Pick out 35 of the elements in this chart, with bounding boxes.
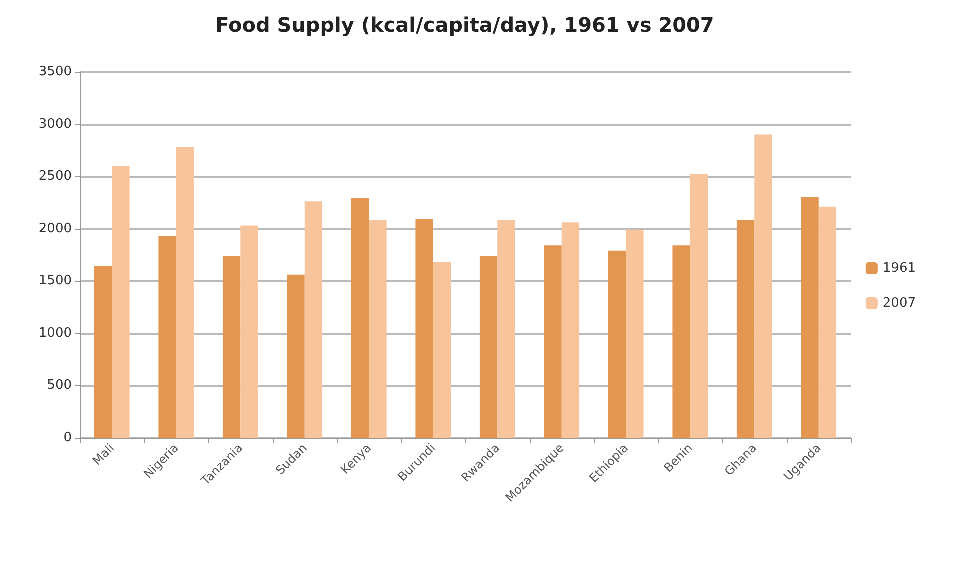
y-tick-label: 1000 [38, 326, 72, 341]
y-tick-label: 2500 [38, 169, 72, 184]
bar [416, 219, 434, 438]
bar [369, 220, 387, 438]
bar [498, 220, 516, 438]
bar [754, 134, 772, 438]
bar [287, 274, 305, 438]
legend-label: 2007 [882, 296, 916, 311]
y-tick-label: 0 [64, 430, 72, 446]
bar [736, 220, 755, 438]
bar [112, 166, 130, 438]
bar [433, 262, 452, 438]
chart-title: Food Supply (kcal/capita/day), 1961 vs 2007 [216, 13, 714, 37]
bar [818, 206, 837, 438]
legend-label: 1961 [882, 261, 916, 276]
bar [240, 226, 258, 438]
bar [176, 147, 194, 438]
bar [562, 222, 580, 438]
y-tick-label: 1500 [38, 274, 72, 289]
y-tick-label: 500 [47, 378, 72, 394]
bar [801, 197, 819, 438]
bar [351, 198, 370, 438]
y-tick-label: 2000 [38, 221, 72, 236]
bar [94, 266, 112, 438]
bar [222, 256, 241, 438]
bar [608, 250, 626, 438]
bar [158, 236, 176, 438]
y-tick-label: 3500 [38, 64, 72, 80]
bar [480, 256, 498, 438]
bar [690, 174, 708, 438]
bar [304, 202, 323, 438]
bar [544, 246, 562, 438]
bar [672, 246, 690, 438]
bar [626, 230, 644, 438]
y-tick-label: 3000 [38, 116, 72, 132]
